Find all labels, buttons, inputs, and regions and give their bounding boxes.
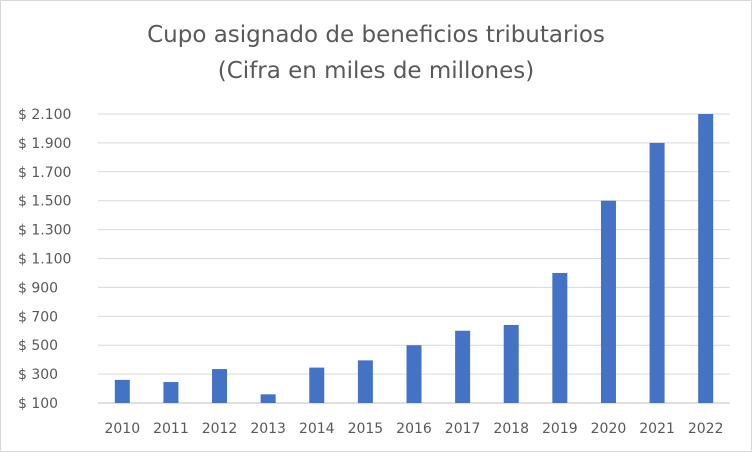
x-tick-label: 2021 [639,421,675,437]
bar-2020 [600,200,616,403]
bar-2011 [163,382,179,403]
bars [114,114,714,403]
x-tick-label: 2011 [153,421,189,437]
x-tick-label: 2013 [250,421,286,437]
y-axis-labels: $ 100 $ 300 $ 500 $ 700 $ 900 $ 1.100 $ 1.300 $… [18,107,71,412]
x-tick-label: 2010 [104,421,140,437]
y-tick-label: $ 1.700 [18,165,71,181]
y-tick-label: $ 1.300 [18,223,71,239]
y-tick-label: $ 700 [18,309,58,325]
x-tick-label: 2019 [542,421,578,437]
y-tick-label: $ 2.100 [18,107,71,123]
y-tick-label: $ 1.900 [18,136,71,152]
bar-2013 [260,394,276,403]
bar-2021 [649,142,665,403]
x-tick-label: 2022 [688,421,724,437]
bar-2015 [357,360,373,403]
x-tick-label: 2015 [348,421,384,437]
bar-2012 [212,369,228,403]
y-tick-label: $ 300 [18,367,58,383]
y-tick-label: $ 500 [18,338,58,354]
x-tick-label: 2012 [202,421,238,437]
bar-2018 [503,324,519,403]
y-tick-label: $ 1.100 [18,252,71,268]
x-tick-label: 2017 [445,421,481,437]
chart-title: Cupo asignado de beneficios tributarios [147,22,605,48]
x-tick-label: 2018 [493,421,529,437]
y-tick-label: $ 1.500 [18,194,71,210]
y-tick-label: $ 100 [18,396,58,412]
bar-2019 [552,272,568,403]
x-axis-labels: 2010 2011 2012 2013 2014 2015 2016 2017 2018 2019… [104,421,723,437]
x-tick-label: 2014 [299,421,335,437]
x-tick-label: 2016 [396,421,432,437]
bar-2014 [309,367,325,403]
chart-subtitle: (Cifra en miles de millones) [217,58,535,84]
bar-2017 [455,330,471,403]
bar-2022 [698,114,714,403]
bar-2010 [114,379,130,403]
bar-2016 [406,345,422,403]
y-tick-label: $ 900 [18,280,58,296]
x-tick-label: 2020 [591,421,627,437]
